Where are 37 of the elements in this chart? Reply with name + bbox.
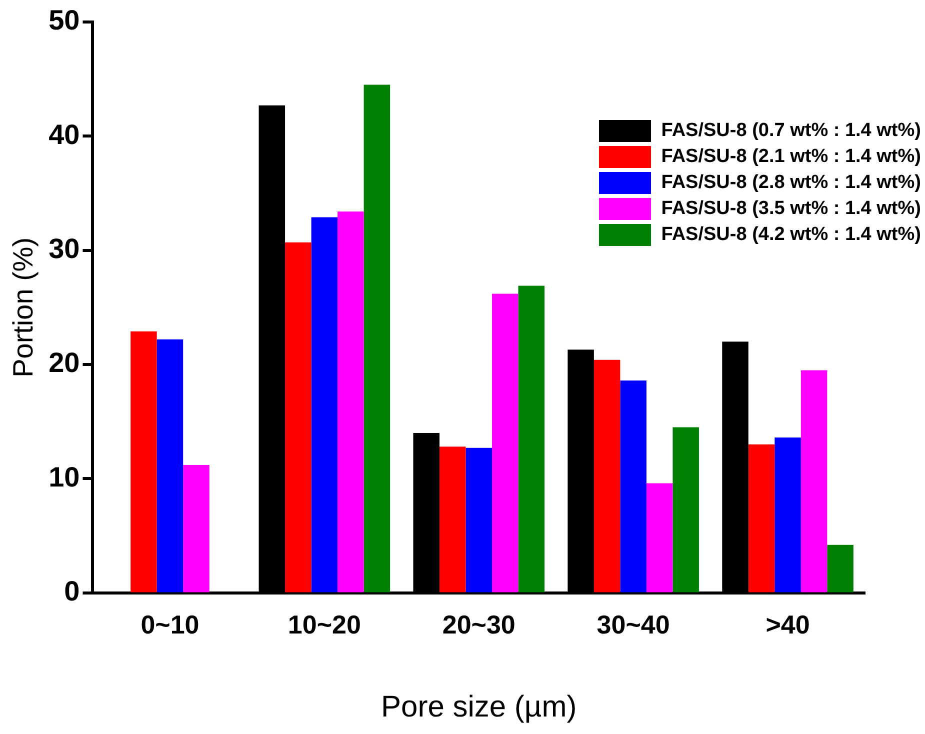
bar [774, 438, 801, 592]
y-tick-label: 30 [48, 233, 80, 264]
bar [748, 444, 775, 592]
x-tick-label: >40 [766, 610, 810, 640]
bar [518, 286, 545, 592]
bar [646, 483, 673, 592]
y-tick-label: 40 [48, 118, 80, 150]
bar [466, 448, 492, 592]
bar [594, 360, 620, 592]
y-axis-title: Portion (%) [8, 237, 39, 378]
bar [800, 370, 828, 592]
y-tick-label: 20 [48, 347, 80, 378]
bar [285, 242, 312, 592]
bar [338, 212, 364, 592]
x-tick-label: 20~30 [442, 610, 516, 640]
x-tick-label: 0~10 [140, 610, 200, 640]
legend-label: FAS/SU-8 (2.1 wt% : 1.4 wt%) [661, 145, 921, 169]
bar [156, 339, 184, 592]
y-tick-label: 10 [48, 461, 80, 492]
x-tick-label: 10~20 [288, 610, 361, 640]
bar [827, 544, 854, 592]
bar [672, 427, 699, 592]
bar [183, 464, 210, 592]
y-tick-label: 0 [64, 576, 80, 607]
bar [364, 84, 390, 592]
y-tick-label: 50 [48, 4, 80, 36]
bar [492, 294, 518, 592]
legend-label: FAS/SU-8 (4.2 wt% : 1.4 wt%) [661, 223, 921, 247]
legend-label: FAS/SU-8 (0.7 wt% : 1.4 wt%) [661, 119, 921, 143]
bar [620, 380, 646, 592]
x-tick-label: 30~40 [596, 610, 670, 640]
bar [439, 446, 466, 592]
x-axis-title: Pore size (µm) [381, 690, 577, 724]
legend-label: FAS/SU-8 (2.8 wt% : 1.4 wt%) [661, 171, 921, 195]
bar [311, 217, 338, 592]
bar [130, 331, 157, 592]
legend-label: FAS/SU-8 (3.5 wt% : 1.4 wt%) [661, 197, 921, 221]
